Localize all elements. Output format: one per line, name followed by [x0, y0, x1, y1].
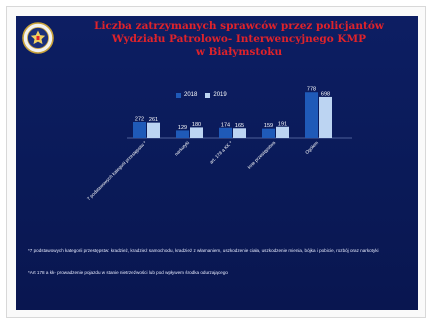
category-label-4: Ogółem	[304, 140, 319, 155]
data-label-2018-4: 778	[307, 87, 316, 93]
data-label-2019-1: 180	[192, 122, 201, 128]
title-line-3: w Białymstoku	[195, 46, 283, 58]
legend-swatch-2018	[176, 92, 181, 98]
bar-2019-0	[147, 122, 160, 138]
footnote-1: *7 podstawowych kategorii przestępstw: k…	[28, 248, 379, 253]
legend-label-2019: 2019	[213, 92, 227, 98]
bar-2018-3	[262, 128, 275, 138]
title-line-1: Liczba zatrzymanych sprawców przez polic…	[94, 20, 384, 32]
bar-2018-1	[176, 130, 189, 138]
bar-2018-4	[305, 92, 318, 138]
bar-2018-2	[219, 127, 232, 138]
bar-2019-2	[233, 128, 246, 138]
category-label-1: narkotyki	[174, 140, 191, 157]
police-emblem-icon	[22, 22, 54, 54]
chart-legend: 2018 2019	[176, 92, 227, 98]
data-label-2019-3: 191	[278, 121, 287, 127]
bar-2019-3	[276, 126, 289, 138]
legend-swatch-2019	[205, 92, 211, 98]
data-label-2019-4: 698	[321, 91, 330, 97]
slide-title: Liczba zatrzymanych sprawców przez polic…	[64, 20, 414, 59]
data-label-2019-0: 261	[149, 117, 158, 123]
slide-frame: Liczba zatrzymanych sprawców przez polic…	[6, 6, 426, 318]
data-label-2018-3: 159	[264, 123, 273, 129]
data-label-2018-0: 272	[135, 117, 144, 123]
bar-2019-1	[190, 127, 203, 138]
category-label-3: inne przestępstwa	[246, 140, 276, 170]
legend-item-2018: 2018	[176, 92, 197, 98]
category-label-2: art. 178 a KK *	[209, 140, 234, 165]
data-label-2019-2: 165	[235, 123, 244, 129]
legend-item-2019: 2019	[205, 92, 227, 98]
category-label-0: 7 podstawowych kategorii przestępstw *	[86, 140, 147, 201]
presentation-slide: Liczba zatrzymanych sprawców przez polic…	[16, 16, 418, 310]
data-label-2018-2: 174	[221, 122, 230, 128]
footnote-2: *Art 178 a kk- prowadzenie pojazdu w sta…	[28, 270, 228, 275]
title-line-2: Wydziału Patrolowo- Interwencyjnego KMP	[111, 33, 367, 45]
legend-label-2018: 2018	[184, 92, 198, 98]
bar-chart: 272 261 7 podstawowych kategorii przestęps…	[86, 87, 352, 201]
bar-2019-4	[319, 96, 332, 138]
bar-2018-0	[133, 122, 146, 138]
data-label-2018-1: 129	[178, 125, 187, 131]
